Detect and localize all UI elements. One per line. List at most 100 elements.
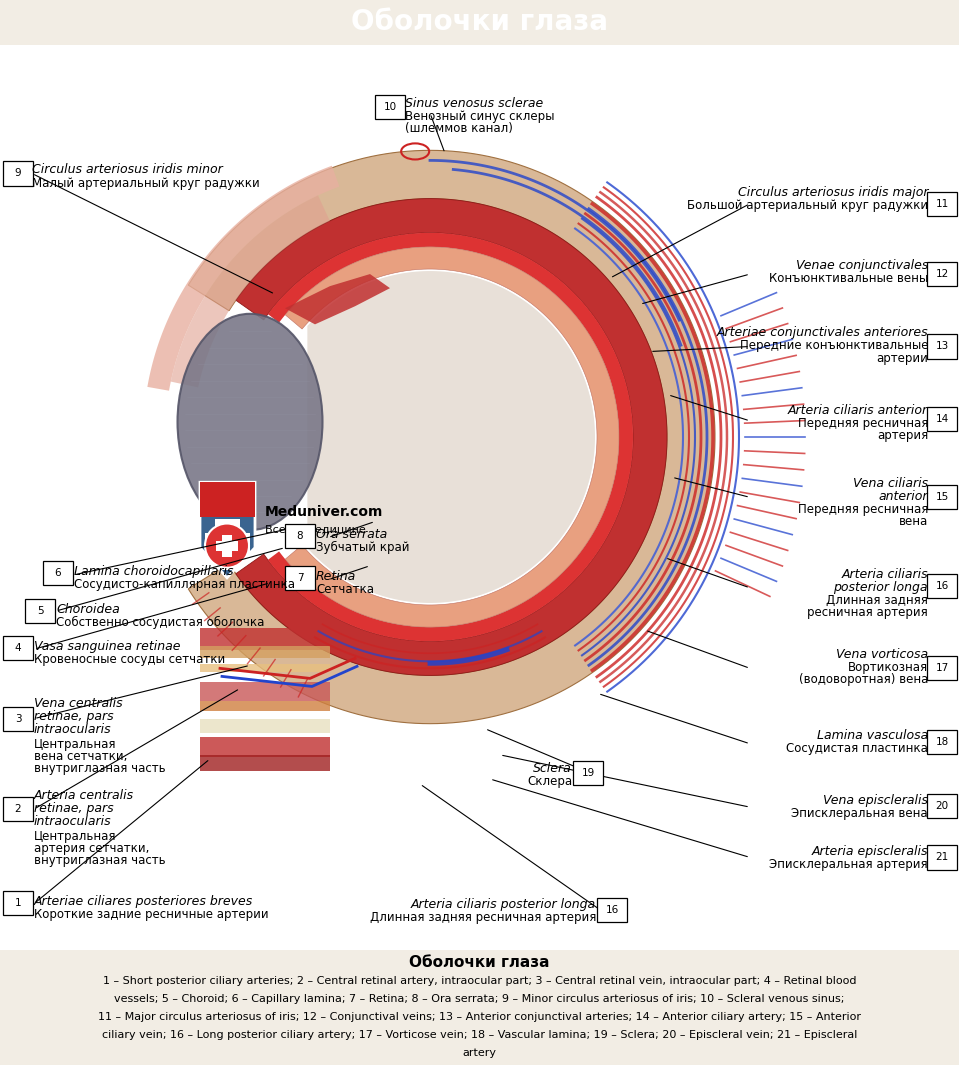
Text: Сетчатка: Сетчатка xyxy=(316,583,374,595)
FancyBboxPatch shape xyxy=(927,407,957,431)
Text: intraocularis: intraocularis xyxy=(34,815,111,829)
Text: retinae, pars: retinae, pars xyxy=(34,802,113,815)
FancyBboxPatch shape xyxy=(927,574,957,597)
Bar xyxy=(200,646,330,658)
Text: Retina: Retina xyxy=(316,570,356,583)
Text: Малый артериальный круг радужки: Малый артериальный круг радужки xyxy=(32,178,260,191)
Text: Vena vorticosa: Vena vorticosa xyxy=(836,649,928,661)
Text: 7: 7 xyxy=(296,573,303,583)
Text: Передние конъюнктивальные: Передние конъюнктивальные xyxy=(739,340,928,353)
Text: vessels; 5 – Choroid; 6 – Capillary lamina; 7 – Retina; 8 – Ora serrata; 9 – Min: vessels; 5 – Choroid; 6 – Capillary lami… xyxy=(114,995,845,1004)
Text: Оболочки глаза: Оболочки глаза xyxy=(409,954,550,969)
Text: Ora serrata: Ora serrata xyxy=(316,527,387,541)
Bar xyxy=(222,535,232,557)
Text: Эписклеральная артерия: Эписклеральная артерия xyxy=(769,858,928,871)
Text: 14: 14 xyxy=(935,414,948,424)
Text: Короткие задние ресничные артерии: Короткие задние ресничные артерии xyxy=(34,907,269,921)
Polygon shape xyxy=(200,482,255,518)
Text: артерии: артерии xyxy=(877,351,928,364)
Text: Arteriae ciliares posteriores breves: Arteriae ciliares posteriores breves xyxy=(34,895,253,907)
Text: 17: 17 xyxy=(935,663,948,673)
Polygon shape xyxy=(200,482,255,578)
Polygon shape xyxy=(236,199,667,675)
Text: артерия сетчатки,: артерия сетчатки, xyxy=(34,842,150,855)
Text: Sinus venosus sclerae: Sinus venosus sclerae xyxy=(405,97,543,110)
Bar xyxy=(200,665,330,672)
Text: внутриглазная часть: внутриглазная часть xyxy=(34,854,166,867)
Text: (водоворотная) вена: (водоворотная) вена xyxy=(799,673,928,686)
Text: Центральная: Центральная xyxy=(34,738,116,751)
FancyBboxPatch shape xyxy=(285,566,315,590)
Text: 2: 2 xyxy=(14,804,21,814)
Text: Сосудисто-капиллярная пластинка: Сосудисто-капиллярная пластинка xyxy=(74,578,295,591)
Text: 4: 4 xyxy=(14,643,21,653)
FancyBboxPatch shape xyxy=(3,636,33,660)
Text: Choroidea: Choroidea xyxy=(56,603,120,616)
Text: ciliary vein; 16 – Long posterior ciliary artery; 17 – Vorticose vein; 18 – Vasc: ciliary vein; 16 – Long posterior ciliar… xyxy=(102,1030,857,1039)
FancyBboxPatch shape xyxy=(927,794,957,818)
Text: Vena ciliaris: Vena ciliaris xyxy=(853,477,928,490)
Text: Arteria ciliaris anterior: Arteria ciliaris anterior xyxy=(788,404,928,416)
Polygon shape xyxy=(285,247,619,627)
Text: artery: artery xyxy=(462,1048,497,1058)
Text: posterior longa: posterior longa xyxy=(833,580,928,594)
Text: 5: 5 xyxy=(36,606,43,616)
Text: 21: 21 xyxy=(935,852,948,863)
Text: 3: 3 xyxy=(14,714,21,723)
Text: 11: 11 xyxy=(935,199,948,209)
Text: Длинная задняя: Длинная задняя xyxy=(826,594,928,607)
FancyBboxPatch shape xyxy=(927,656,957,681)
Bar xyxy=(200,701,330,710)
Text: Arteria ciliaris: Arteria ciliaris xyxy=(841,568,928,580)
Text: Венозный синус склеры: Венозный синус склеры xyxy=(405,110,554,124)
FancyBboxPatch shape xyxy=(927,846,957,869)
Circle shape xyxy=(205,524,249,568)
Bar xyxy=(215,520,240,570)
Text: 10: 10 xyxy=(384,102,397,112)
Text: Circulus arteriosus iridis major: Circulus arteriosus iridis major xyxy=(737,185,928,198)
Ellipse shape xyxy=(177,314,322,530)
Text: Длинная задняя ресничная артерия: Длинная задняя ресничная артерия xyxy=(369,911,596,923)
Text: Sclera: Sclera xyxy=(533,761,572,775)
Text: 12: 12 xyxy=(935,269,948,279)
FancyBboxPatch shape xyxy=(3,890,33,915)
Text: 13: 13 xyxy=(935,342,948,351)
Text: 16: 16 xyxy=(935,580,948,591)
Text: intraocularis: intraocularis xyxy=(34,723,111,736)
Text: 19: 19 xyxy=(581,768,595,777)
Text: Meduniver.com: Meduniver.com xyxy=(265,506,384,520)
Text: Arteria episcleralis: Arteria episcleralis xyxy=(811,846,928,858)
Text: Arteria ciliaris posterior longa: Arteria ciliaris posterior longa xyxy=(410,898,596,911)
FancyBboxPatch shape xyxy=(25,599,55,623)
Bar xyxy=(200,737,330,757)
Text: Vasa sanguinea retinae: Vasa sanguinea retinae xyxy=(34,640,180,653)
Text: Circulus arteriosus iridis minor: Circulus arteriosus iridis minor xyxy=(32,163,222,177)
Text: Оболочки глаза: Оболочки глаза xyxy=(351,9,608,36)
Text: 16: 16 xyxy=(605,905,619,915)
Text: Передняя ресничная: Передняя ресничная xyxy=(798,504,928,517)
Text: артерия: артерия xyxy=(877,429,928,442)
FancyBboxPatch shape xyxy=(927,334,957,359)
Text: Вортикозная: Вортикозная xyxy=(848,661,928,674)
FancyBboxPatch shape xyxy=(597,898,627,922)
FancyBboxPatch shape xyxy=(43,561,73,585)
Text: вена: вена xyxy=(899,515,928,528)
FancyBboxPatch shape xyxy=(927,730,957,754)
Text: 9: 9 xyxy=(14,168,21,179)
Text: 1: 1 xyxy=(14,898,21,907)
FancyBboxPatch shape xyxy=(375,95,405,119)
FancyBboxPatch shape xyxy=(285,524,315,547)
Polygon shape xyxy=(308,272,595,603)
Text: Эписклеральная вена: Эписклеральная вена xyxy=(791,807,928,820)
Text: Передняя ресничная: Передняя ресничная xyxy=(798,416,928,430)
FancyBboxPatch shape xyxy=(927,486,957,509)
Text: 18: 18 xyxy=(935,737,948,747)
Bar xyxy=(200,719,330,733)
FancyBboxPatch shape xyxy=(927,262,957,286)
Text: внутриглазная часть: внутриглазная часть xyxy=(34,761,166,775)
FancyBboxPatch shape xyxy=(927,192,957,216)
Text: ресничная артерия: ресничная артерия xyxy=(807,606,928,619)
Text: Lamina choroidocapillaris: Lamina choroidocapillaris xyxy=(74,564,233,577)
Text: Большой артериальный круг радужки: Большой артериальный круг радужки xyxy=(687,199,928,212)
Text: 20: 20 xyxy=(935,801,948,812)
